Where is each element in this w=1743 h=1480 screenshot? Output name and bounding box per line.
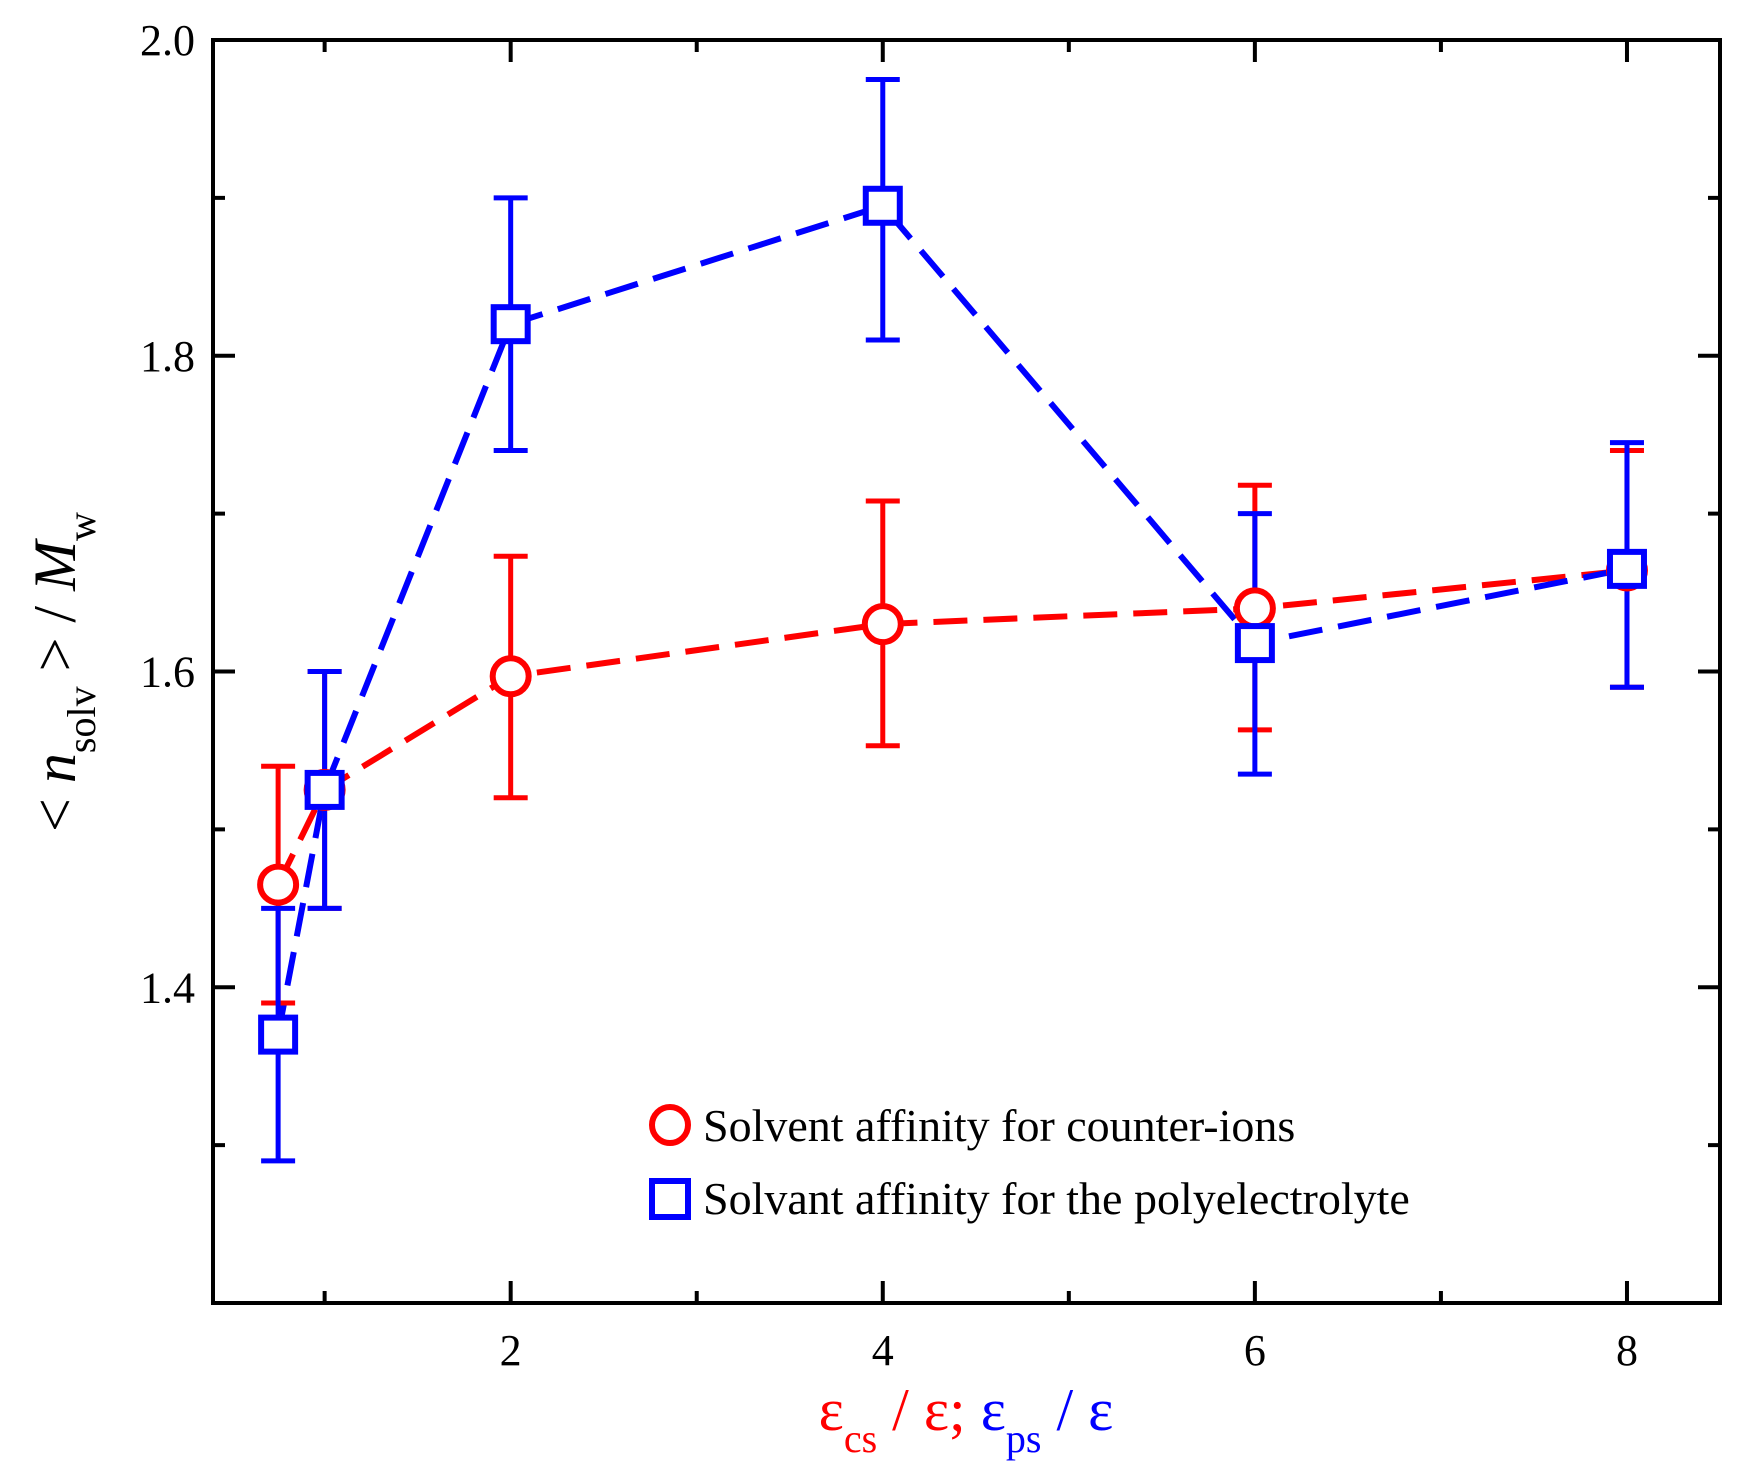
legend-label-counter-ions: Solvent affinity for counter-ions bbox=[703, 1100, 1295, 1151]
ticklabel-layer: 2 4 6 8 1.4 1.6 1.8 2.0 bbox=[140, 16, 1638, 1375]
legend-circle-marker bbox=[649, 1104, 691, 1146]
series-line-counter-ions bbox=[275, 567, 1628, 886]
ylabel-middle: > / bbox=[22, 591, 88, 687]
legend: Solvent affinity for counter-ions Solvan… bbox=[649, 1100, 1410, 1224]
xlabel-sub-ps: ps bbox=[1006, 1416, 1042, 1461]
y-tick-label: 1.6 bbox=[140, 648, 195, 697]
plot-frame bbox=[211, 38, 1722, 1305]
xlabel-sub-cs: cs bbox=[844, 1416, 877, 1461]
data-point-polyelectrolyte bbox=[258, 1014, 299, 1055]
x-tick-label: 6 bbox=[1244, 1326, 1266, 1375]
ylabel-var-M: M bbox=[22, 538, 88, 592]
series-line-polyelectrolyte bbox=[275, 202, 1628, 1036]
data-point-polyelectrolyte bbox=[862, 185, 903, 226]
x-tick-label: 4 bbox=[872, 1326, 894, 1375]
xlabel-rest-2: / ε bbox=[1041, 1377, 1113, 1443]
lines-layer bbox=[275, 202, 1628, 1036]
xlabel-eps-cs: ε bbox=[819, 1377, 844, 1443]
xlabel-eps-ps: ε bbox=[966, 1377, 1006, 1443]
y-tick-label: 2.0 bbox=[140, 16, 195, 65]
ylabel-sub-w: w bbox=[59, 512, 104, 541]
x-tick-label: 2 bbox=[500, 1326, 522, 1375]
y-tick-label: 1.8 bbox=[140, 332, 195, 381]
ylabel-prefix: < bbox=[22, 783, 88, 832]
data-point-counter-ions bbox=[257, 863, 300, 906]
marker-layer bbox=[257, 185, 1648, 1055]
x-axis-label: εcs / ε; εps / ε bbox=[819, 1377, 1114, 1461]
data-point-polyelectrolyte bbox=[1234, 623, 1275, 664]
y-tick-label: 1.4 bbox=[140, 963, 195, 1012]
xlabel-rest-1: / ε; bbox=[877, 1377, 966, 1443]
data-point-counter-ions bbox=[1233, 587, 1276, 630]
data-point-counter-ions bbox=[489, 655, 532, 698]
x-tick-label: 8 bbox=[1616, 1326, 1638, 1375]
legend-label-polyelectrolyte: Solvant affinity for the polyelectrolyte bbox=[703, 1173, 1410, 1224]
data-point-counter-ions bbox=[861, 603, 904, 646]
legend-square-marker bbox=[649, 1178, 691, 1220]
data-point-polyelectrolyte bbox=[304, 769, 345, 810]
data-point-polyelectrolyte bbox=[1606, 548, 1647, 589]
y-axis-label: < nsolv > / Mw bbox=[22, 512, 104, 832]
ylabel-sub-solv: solv bbox=[59, 686, 104, 753]
ylabel-var-n: n bbox=[22, 753, 88, 783]
data-point-polyelectrolyte bbox=[490, 304, 531, 345]
